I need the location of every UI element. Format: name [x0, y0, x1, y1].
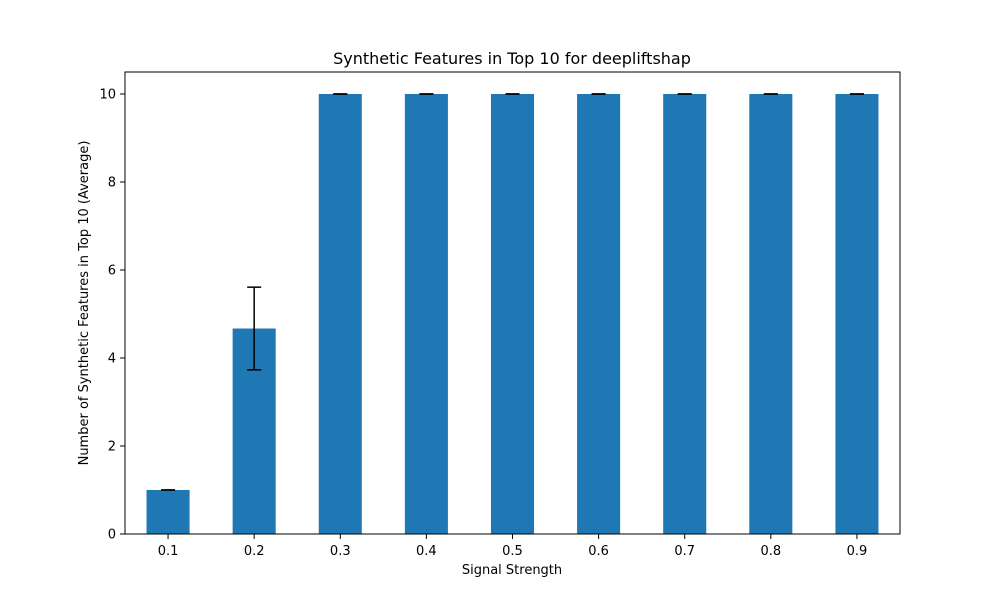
bar-0.6: [577, 94, 621, 534]
plot-area: 0 2 4 6 8 10 0.1 0.2 0.3 0.4 0.5 0.6 0.7 0.8 0.9: [99, 71, 901, 559]
bar-0.4: [404, 94, 448, 534]
x-tick-label: 0.5: [502, 544, 523, 559]
x-axis-label: Signal Strength: [462, 563, 562, 578]
y-tick-label: 10: [99, 88, 116, 103]
x-tick-label: 0.3: [330, 544, 351, 559]
bar-0.5: [490, 94, 535, 534]
y-axis-label: Number of Synthetic Features in Top 10 (…: [77, 141, 92, 466]
x-tick-label: 0.2: [244, 544, 265, 559]
chart-title: Synthetic Features in Top 10 for deeplif…: [333, 49, 691, 68]
y-tick-label: 8: [108, 176, 116, 191]
y-tick-label: 2: [108, 440, 116, 455]
bar-0.3: [318, 94, 362, 534]
y-tick-label: 0: [108, 528, 116, 543]
x-tick-label: 0.1: [158, 544, 179, 559]
bar-0.8: [749, 94, 793, 534]
y-tick-label: 4: [108, 352, 116, 367]
x-tick-label: 0.7: [674, 544, 695, 559]
x-tick-label: 0.4: [416, 544, 437, 559]
y-tick-label: 6: [108, 264, 116, 279]
x-tick-label: 0.6: [588, 544, 609, 559]
bar-0.7: [663, 94, 707, 534]
bar-0.1: [146, 490, 190, 534]
x-tick-label: 0.8: [760, 544, 781, 559]
bar-0.9: [835, 94, 879, 534]
x-tick-label: 0.9: [847, 544, 868, 559]
